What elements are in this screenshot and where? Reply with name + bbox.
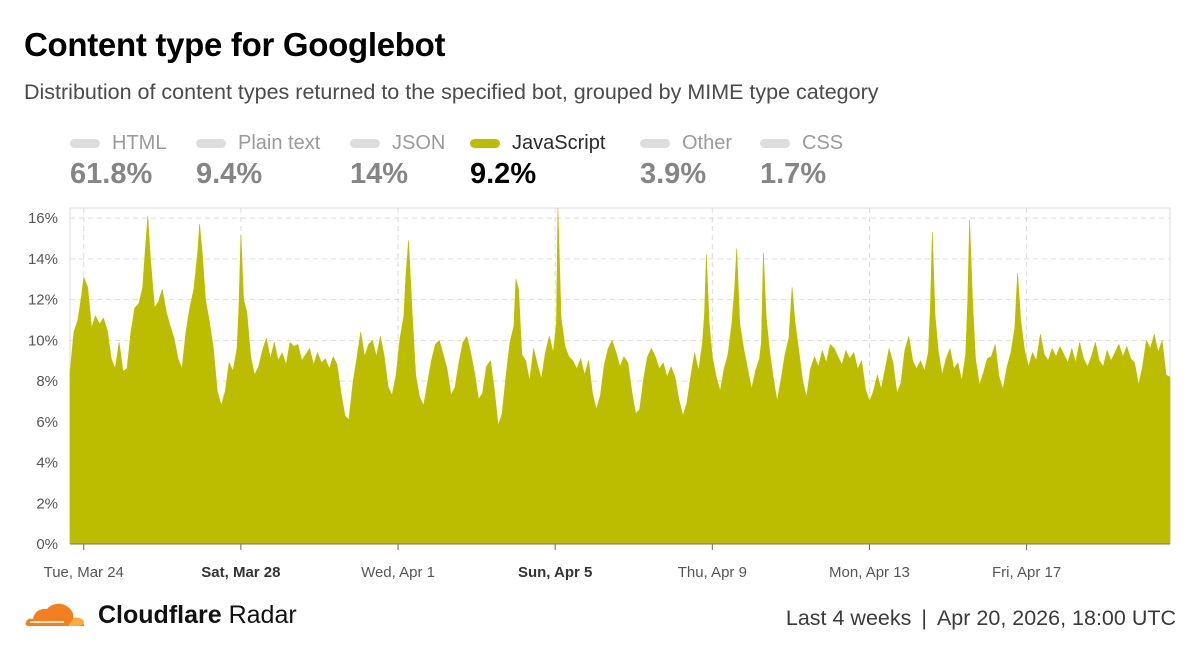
y-tick-label: 8% bbox=[36, 373, 58, 390]
page-subtitle: Distribution of content types returned t… bbox=[24, 80, 879, 104]
legend-swatch bbox=[760, 139, 790, 148]
legend-value: 3.9% bbox=[640, 158, 707, 190]
x-tick-label: Fri, Apr 17 bbox=[992, 564, 1061, 581]
legend-swatch bbox=[470, 139, 500, 148]
timestamp: Apr 20, 2026, 18:00 UTC bbox=[936, 606, 1176, 630]
legend-value: 9.4% bbox=[196, 158, 263, 190]
y-tick-label: 6% bbox=[36, 414, 58, 431]
legend-swatch bbox=[70, 139, 100, 148]
x-tick-label: Sun, Apr 5 bbox=[518, 564, 592, 581]
y-tick-label: 14% bbox=[28, 251, 58, 268]
series-area-javascript bbox=[69, 207, 1171, 545]
legend-item-javascript[interactable]: JavaScript 9.2% bbox=[470, 132, 605, 191]
y-tick-label: 10% bbox=[28, 332, 58, 349]
cloudflare-logo-icon bbox=[25, 603, 84, 626]
brand-bold: Cloudflare bbox=[98, 600, 222, 629]
brand-light: Radar bbox=[228, 600, 297, 629]
footer-separator: | bbox=[921, 606, 927, 630]
legend-swatch bbox=[196, 139, 226, 148]
legend-value: 14% bbox=[350, 158, 409, 190]
legend-item-css[interactable]: CSS 1.7% bbox=[760, 132, 843, 191]
legend-label: JavaScript bbox=[512, 132, 606, 154]
legend-item-other[interactable]: Other 3.9% bbox=[640, 132, 732, 191]
legend-value: 1.7% bbox=[760, 158, 827, 190]
y-tick-label: 0% bbox=[36, 536, 58, 553]
footer-meta: Last 4 weeks | Apr 20, 2026, 18:00 UTC bbox=[786, 606, 1176, 631]
legend-label: CSS bbox=[802, 132, 844, 154]
legend-label: HTML bbox=[112, 132, 167, 154]
y-tick-label: 12% bbox=[28, 292, 58, 309]
x-tick-label: Mon, Apr 13 bbox=[829, 564, 910, 581]
chart-legend: HTML 61.8% Plain text 9.4% JSON 14% Java… bbox=[70, 132, 970, 192]
legend-label: JSON bbox=[392, 132, 446, 154]
brand-name: Cloudflare Radar bbox=[98, 601, 297, 630]
x-tick-label: Wed, Apr 1 bbox=[361, 564, 435, 581]
y-tick-label: 4% bbox=[36, 455, 58, 472]
legend-item-plain-text[interactable]: Plain text 9.4% bbox=[196, 132, 320, 191]
y-tick-label: 16% bbox=[28, 210, 58, 227]
legend-value: 9.2% bbox=[470, 158, 537, 190]
brand-logo: Cloudflare Radar bbox=[24, 600, 297, 630]
legend-swatch bbox=[350, 139, 380, 148]
legend-label: Plain text bbox=[238, 132, 321, 154]
y-tick-label: 2% bbox=[36, 495, 58, 512]
legend-item-json[interactable]: JSON 14% bbox=[350, 132, 445, 191]
x-tick-label: Tue, Mar 24 bbox=[44, 564, 124, 581]
x-tick-label: Sat, Mar 28 bbox=[201, 564, 280, 581]
area-chart: 0% 2% 4% 6% 8% 10% 12% 14% 16% Tue, Mar 24 Sat, Ma… bbox=[28, 207, 1171, 581]
x-tick-label: Thu, Apr 9 bbox=[678, 564, 747, 581]
legend-item-html[interactable]: HTML 61.8% bbox=[70, 132, 166, 191]
time-range: Last 4 weeks bbox=[785, 606, 912, 630]
legend-value: 61.8% bbox=[70, 158, 153, 190]
legend-swatch bbox=[640, 139, 670, 148]
page-title: Content type for Googlebot bbox=[24, 26, 446, 63]
legend-label: Other bbox=[682, 132, 733, 154]
